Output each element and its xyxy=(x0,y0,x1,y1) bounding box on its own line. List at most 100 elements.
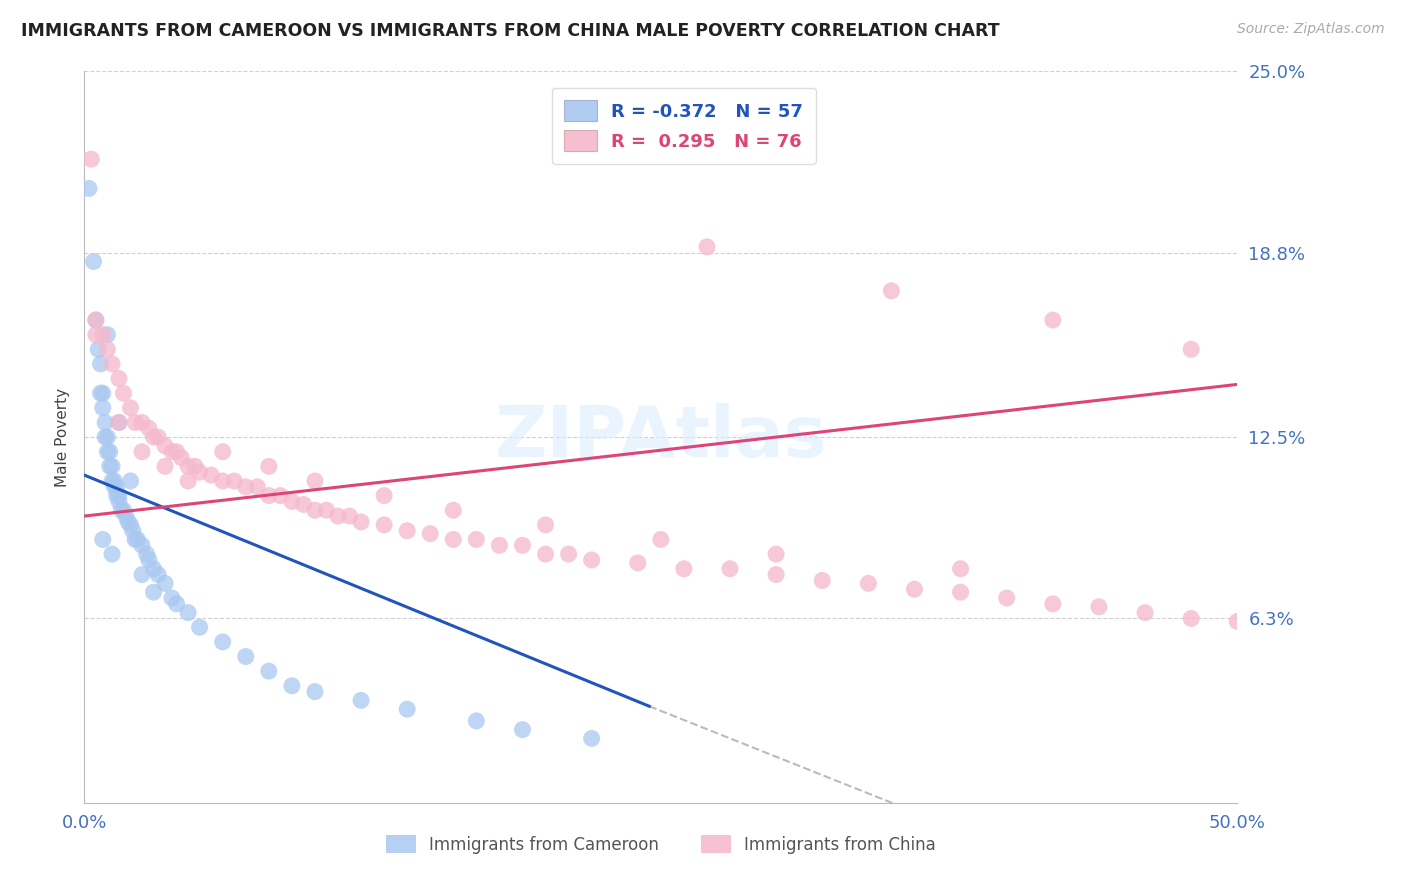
Point xyxy=(1088,599,1111,614)
Point xyxy=(765,567,787,582)
Point xyxy=(84,327,107,342)
Point xyxy=(101,357,124,371)
Point xyxy=(124,416,146,430)
Point xyxy=(115,509,138,524)
Point xyxy=(166,444,188,458)
Point xyxy=(124,533,146,547)
Point xyxy=(105,489,128,503)
Point xyxy=(131,416,153,430)
Point xyxy=(121,524,143,538)
Point xyxy=(146,567,169,582)
Point xyxy=(1042,313,1064,327)
Point xyxy=(177,606,200,620)
Point xyxy=(112,386,135,401)
Point xyxy=(315,503,337,517)
Point xyxy=(200,468,222,483)
Point xyxy=(1133,606,1156,620)
Point xyxy=(91,327,114,342)
Point xyxy=(373,517,395,532)
Point xyxy=(211,474,233,488)
Point xyxy=(396,524,419,538)
Point xyxy=(512,723,534,737)
Point xyxy=(188,620,211,634)
Point xyxy=(650,533,672,547)
Point xyxy=(89,386,111,401)
Text: Source: ZipAtlas.com: Source: ZipAtlas.com xyxy=(1237,22,1385,37)
Point xyxy=(184,459,207,474)
Point xyxy=(441,533,464,547)
Point xyxy=(903,582,925,597)
Point xyxy=(98,444,121,458)
Point xyxy=(77,181,100,195)
Point xyxy=(441,503,464,517)
Point xyxy=(350,515,373,529)
Point xyxy=(142,562,165,576)
Point xyxy=(534,547,557,561)
Point xyxy=(765,547,787,561)
Point xyxy=(1180,343,1202,357)
Point xyxy=(105,480,128,494)
Point xyxy=(534,517,557,532)
Point xyxy=(120,474,142,488)
Point xyxy=(94,416,117,430)
Point xyxy=(131,567,153,582)
Point xyxy=(257,489,280,503)
Point xyxy=(949,562,972,576)
Point xyxy=(103,480,125,494)
Point xyxy=(177,459,200,474)
Point xyxy=(89,357,111,371)
Point xyxy=(465,714,488,728)
Point xyxy=(211,635,233,649)
Point xyxy=(91,401,114,415)
Point xyxy=(672,562,695,576)
Point xyxy=(488,538,510,552)
Point xyxy=(153,439,176,453)
Point xyxy=(131,538,153,552)
Point xyxy=(1226,615,1249,629)
Point xyxy=(949,585,972,599)
Point xyxy=(96,444,118,458)
Point xyxy=(96,327,118,342)
Point xyxy=(465,533,488,547)
Y-axis label: Male Poverty: Male Poverty xyxy=(55,387,70,487)
Point xyxy=(112,503,135,517)
Point xyxy=(224,474,246,488)
Point xyxy=(811,574,834,588)
Point xyxy=(339,509,361,524)
Point xyxy=(160,591,183,605)
Point xyxy=(304,474,326,488)
Point xyxy=(142,430,165,444)
Point xyxy=(1180,611,1202,625)
Point xyxy=(1042,597,1064,611)
Point xyxy=(257,664,280,678)
Point xyxy=(117,515,139,529)
Point xyxy=(108,416,131,430)
Point xyxy=(304,503,326,517)
Point xyxy=(696,240,718,254)
Point xyxy=(110,503,132,517)
Point xyxy=(120,517,142,532)
Point xyxy=(880,284,903,298)
Point xyxy=(170,450,193,465)
Point xyxy=(103,474,125,488)
Point xyxy=(131,444,153,458)
Point xyxy=(91,533,114,547)
Point xyxy=(396,702,419,716)
Point xyxy=(281,494,304,508)
Point xyxy=(83,254,105,268)
Point xyxy=(281,679,304,693)
Point xyxy=(373,489,395,503)
Point xyxy=(80,152,103,166)
Point xyxy=(91,386,114,401)
Point xyxy=(94,430,117,444)
Point xyxy=(138,553,160,567)
Point xyxy=(350,693,373,707)
Point xyxy=(995,591,1018,605)
Point xyxy=(304,684,326,698)
Point xyxy=(87,343,110,357)
Point xyxy=(257,459,280,474)
Point xyxy=(581,731,603,746)
Point xyxy=(146,430,169,444)
Point xyxy=(326,509,349,524)
Point xyxy=(718,562,741,576)
